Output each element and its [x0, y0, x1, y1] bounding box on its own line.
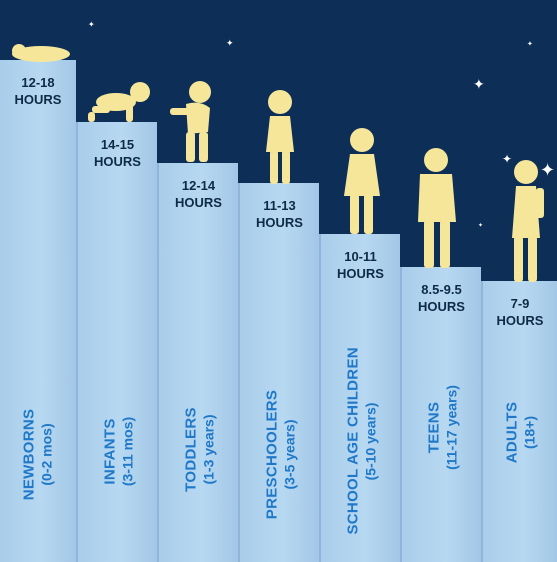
star-icon: ✦ — [88, 20, 95, 29]
age-group-label: TEENS (11-17 years) — [425, 385, 460, 470]
age-group-label: NEWBORNS (0-2 mos) — [20, 408, 55, 501]
column-infants: 14-15 HOURS INFANTS (3-11 mos) — [76, 122, 157, 562]
hours-label: 11-13 HOURS — [256, 198, 303, 230]
column-teens: 8.5-9.5 HOURS TEENS (11-17 years) — [400, 267, 481, 562]
adult-icon — [512, 160, 544, 282]
crawling-infant-icon — [88, 82, 150, 122]
star-icon: ✦ — [473, 76, 485, 92]
column-newborns: 12-18 HOURS NEWBORNS (0-2 mos) — [0, 60, 76, 562]
hours-label: 12-18 HOURS — [14, 75, 62, 107]
teen-icon — [418, 148, 456, 268]
star-icon: ✦ — [502, 152, 513, 166]
hours-label: 7-9 HOURS — [496, 296, 544, 328]
column-adults: 7-9 HOURS ADULTS (18+) — [481, 281, 557, 562]
age-group-label: PRESCHOOLERS (3-5 years) — [263, 389, 298, 520]
hours-label: 10-11 HOURS — [337, 249, 384, 281]
toddler-icon — [170, 81, 211, 162]
preschooler-icon — [266, 90, 294, 184]
age-group-label: SCHOOL AGE CHILDREN (5-10 years) — [344, 347, 379, 535]
star-icon: ✦ — [478, 223, 484, 229]
star-icon: ✦ — [527, 41, 533, 48]
age-group-label: INFANTS (3-11 mos) — [101, 416, 136, 487]
column-preschoolers: 11-13 HOURS PRESCHOOLERS (3-5 years) — [238, 183, 319, 562]
baby-sleeping-icon — [12, 44, 70, 62]
star-icon: ✦ — [540, 160, 556, 180]
hours-label: 8.5-9.5 HOURS — [418, 282, 465, 314]
school-child-icon — [344, 128, 380, 234]
column-toddlers: 12-14 HOURS TODDLERS (1-3 years) — [157, 163, 238, 562]
star-icon: ✦ — [226, 38, 234, 48]
hours-label: 14-15 HOURS — [94, 137, 141, 169]
hours-label: 12-14 HOURS — [175, 178, 222, 210]
age-group-label: TODDLERS (1-3 years) — [182, 407, 217, 492]
column-school-age-children: 10-11 HOURS SCHOOL AGE CHILDREN (5-10 year… — [319, 234, 400, 562]
age-group-label: ADULTS (18+) — [503, 401, 538, 464]
